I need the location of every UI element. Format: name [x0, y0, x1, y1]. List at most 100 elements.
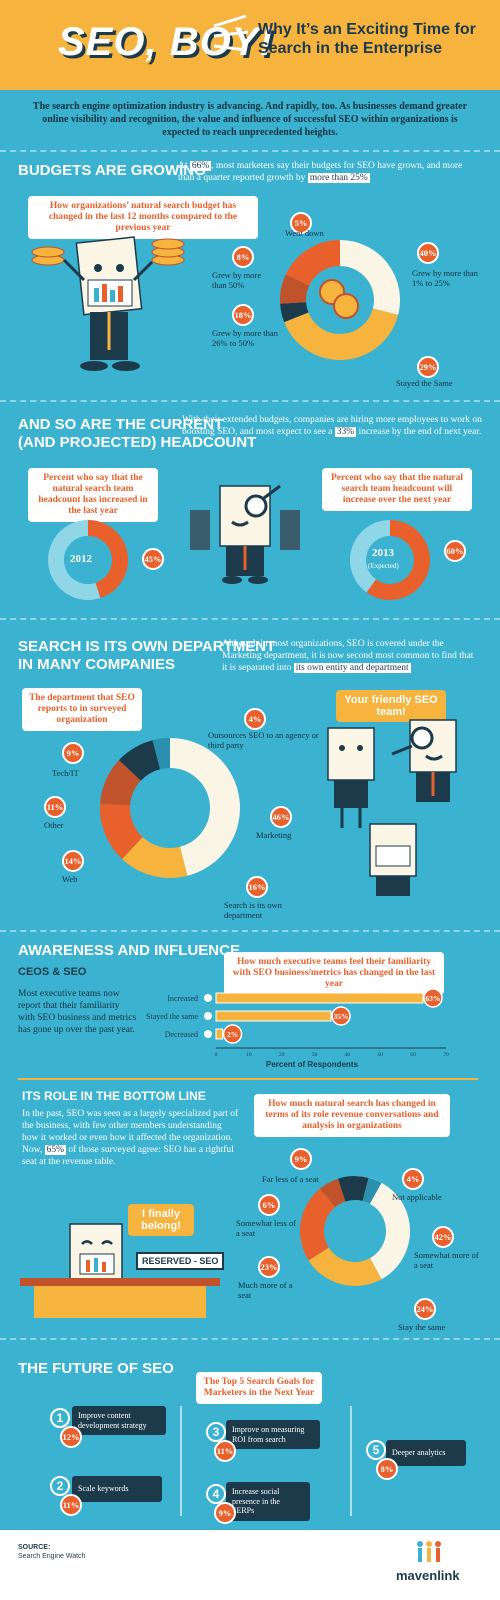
awareness-chart-caption: How much executive teams feel their fami…: [224, 952, 444, 995]
goal-4-pct: 9%: [214, 1502, 236, 1524]
label-marketing-pct: 46%: [270, 806, 292, 828]
intro-text: The search engine optimization industry …: [32, 101, 468, 138]
department-highlight: its own entity and department: [293, 663, 411, 673]
seat-slice-far-less-of-a-seat: [338, 1176, 369, 1202]
donut-2013-pct: 60%: [444, 540, 466, 562]
headcount-right-caption: Percent who say that the natural search …: [322, 468, 472, 511]
bar-x-tick: 60: [410, 1052, 416, 1058]
bar-x-tick: 30: [312, 1052, 318, 1058]
column-divider: [180, 1406, 182, 1516]
budget-chart-caption: How organizations’ natural search budget…: [28, 196, 258, 239]
dept-slice-other: [100, 760, 142, 807]
page-title: SEO, BOY!: [58, 20, 274, 64]
label-outsource-pct: 4%: [244, 708, 266, 730]
goal-1-pct: 12%: [60, 1426, 82, 1448]
label-much-more: Much more of a seat: [238, 1280, 293, 1300]
department-title-1: SEARCH IS ITS OWN DEPARTMENT: [18, 638, 276, 655]
header-banner: SEO, BOY! Why It’s an Exciting Time for …: [0, 0, 500, 90]
seo-character-money: [28, 230, 188, 380]
future-caption: The Top 5 Search Goals for Marketers in …: [196, 1372, 322, 1404]
label-web: Web: [62, 874, 78, 884]
belong-bubble: I finally belong!: [128, 1204, 194, 1236]
headcount-text: With their extended budgets, companies a…: [182, 414, 482, 438]
bar-category-label: Decreased: [165, 1030, 198, 1039]
dept-slice-marketing: [169, 738, 240, 876]
headcount-left-caption: Percent who say that the natural search …: [28, 468, 158, 522]
seat-donut-chart: [300, 1176, 410, 1286]
label-other: Other: [44, 820, 64, 830]
bar-x-tick: 10: [246, 1052, 252, 1058]
goal-5: Deeper analytics: [386, 1440, 466, 1466]
label-stay-same-pct: 24%: [414, 1298, 436, 1320]
seo-team-characters: [318, 719, 488, 910]
bar-row-icon: [204, 1030, 212, 1038]
department-text: Although in most organizations, SEO is c…: [222, 638, 480, 674]
label-somewhat-less-pct: 6%: [258, 1194, 280, 1216]
budgets-highlight: more than 25%: [307, 173, 370, 183]
bottomline-text-pre: In the past, SEO was seen as a largely s…: [22, 1109, 239, 1155]
headcount-title-1: AND SO ARE THE CURRENT: [18, 416, 224, 433]
bar-increased: [215, 992, 424, 1004]
divider: [0, 400, 500, 402]
label-outsource: Outsources SEO to an agency or third par…: [208, 730, 319, 750]
bottomline-title: ITS ROLE IN THE BOTTOM LINE: [22, 1089, 206, 1103]
dept-slice-outsources-seo-to-an-agency-or-third-party: [152, 738, 171, 770]
bar-x-tick: 40: [345, 1052, 351, 1058]
awareness-text: Most executive teams now report that the…: [18, 989, 137, 1035]
bar-row-icon: [204, 994, 212, 1002]
donut-2013-label: 2013: [372, 547, 394, 559]
budget-slice-grew-by-more-than-1-to-25-: [284, 307, 399, 360]
label-far-less: Far less of a seat: [262, 1174, 319, 1184]
budgets-text: At 66%, most marketers say their budgets…: [178, 160, 478, 184]
goal-1: Improve content development strategy: [72, 1406, 166, 1435]
label-grew-1-25-pct: 40%: [417, 242, 439, 264]
budget-slice-stayed-the-same: [339, 240, 400, 315]
headcount-2012-slice-remainder: [48, 520, 101, 600]
bar-value-label: 35%: [334, 1012, 349, 1021]
label-somewhat-more: Somewhat more of a seat: [414, 1250, 479, 1270]
label-stayed: Stayed the Same: [396, 378, 453, 388]
label-grew-26-50-pct: 18%: [232, 304, 254, 326]
label-marketing: Marketing: [256, 830, 292, 840]
divider: [18, 1078, 478, 1080]
page-subtitle: Why It’s an Exciting Time for Search in …: [258, 21, 476, 57]
headcount-2012-donut: [48, 520, 128, 600]
department-donut-chart: [100, 738, 240, 878]
headcount-2013-donut: [350, 520, 430, 600]
label-tech-pct: 9%: [62, 742, 84, 764]
goal-4: Increase social presence in the SERPs: [226, 1482, 310, 1521]
label-grew-26-50: Grew by more than 26% to 50%: [212, 328, 278, 348]
coin-icon: [333, 293, 359, 319]
department-title-2: IN MANY COMPANIES: [18, 656, 175, 673]
bar-x-tick: 50: [378, 1052, 384, 1058]
headcount-2013-slice-remainder: [350, 520, 391, 593]
label-tech: Tech/IT: [52, 768, 79, 778]
goal-3-pct: 11%: [214, 1440, 236, 1462]
label-much-more-pct: 23%: [258, 1256, 280, 1278]
bar-decreased: [215, 1028, 224, 1040]
donut-2012-pct: 45%: [142, 548, 164, 570]
goal-5-pct: 8%: [376, 1458, 398, 1480]
headcount-text-post: increase by the end of next year.: [358, 427, 482, 437]
goal-3-rank: 3: [206, 1422, 226, 1442]
budget-slice-grew-by-more-than-50-: [280, 274, 310, 304]
future-title: THE FUTURE OF SEO: [18, 1360, 174, 1377]
goal-2: Scale keywords: [72, 1476, 162, 1502]
label-grew-1-25: Grew by more than 1% to 25%: [412, 268, 478, 288]
divider: [0, 618, 500, 620]
budgets-pct: 66%: [189, 161, 212, 171]
source-label: SOURCE:: [18, 1544, 51, 1551]
budget-slice-grew-by-more-than-26-to-50-: [285, 240, 341, 287]
seo-team-magnifier: [180, 480, 310, 590]
headcount-text-pre: With their extended budgets, companies a…: [182, 415, 482, 437]
label-na-pct: 4%: [402, 1168, 424, 1190]
bar-value-label: 63%: [426, 994, 441, 1003]
goal-2-rank: 2: [50, 1476, 70, 1496]
familiarity-bar-chart: Increased 63% Stayed the same 35% Decreased 2…: [146, 988, 449, 1058]
seat-slice-somewhat-less-of-a-seat: [319, 1178, 346, 1208]
brand-name: mavenlink: [396, 1568, 460, 1583]
dept-slice-web: [100, 803, 144, 860]
headcount-title-2: (and Projected) HEADCOUNT: [18, 434, 257, 451]
awareness-subtitle: CEOs & SEO: [18, 966, 87, 978]
bottomline-chart-caption: How much natural search has changed in t…: [254, 1094, 450, 1137]
